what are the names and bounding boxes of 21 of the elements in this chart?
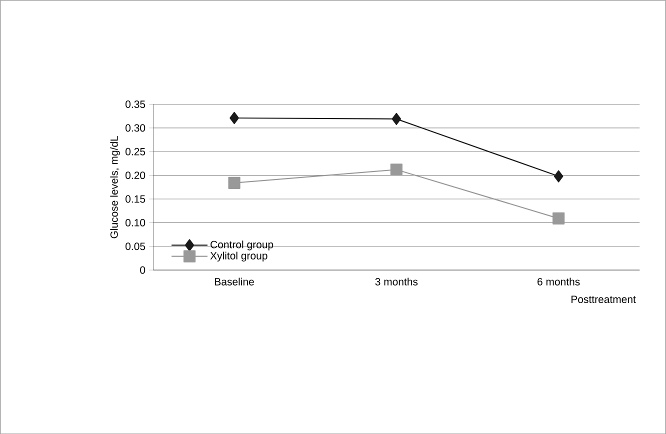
- y-tick-label: 0.35: [126, 100, 146, 108]
- point: [230, 112, 239, 124]
- y-tick-label: 0.25: [126, 148, 146, 156]
- point: [390, 163, 402, 176]
- y-tick-label: 0.10: [126, 218, 146, 226]
- legend-label: Xylitol group: [210, 252, 268, 262]
- y-axis-title: Glucose levels, mg/dL: [110, 136, 120, 238]
- x-tick-label: 6 months: [538, 278, 580, 286]
- point: [554, 170, 564, 182]
- y-tick-label: 0: [140, 266, 146, 274]
- y-tick-label: 0.15: [126, 195, 146, 203]
- x-tick-label: 3 months: [375, 278, 418, 286]
- y-tick-label: 0.30: [126, 124, 146, 132]
- x-axis-title: Posttreatment: [572, 296, 636, 303]
- x-tick-label: Baseline: [215, 278, 254, 286]
- y-tick-label: 0.05: [126, 242, 146, 250]
- legend-label: Control group: [210, 240, 274, 250]
- y-tick-label: 0.20: [126, 171, 146, 179]
- point: [228, 176, 240, 189]
- point: [552, 212, 565, 224]
- point: [392, 112, 402, 125]
